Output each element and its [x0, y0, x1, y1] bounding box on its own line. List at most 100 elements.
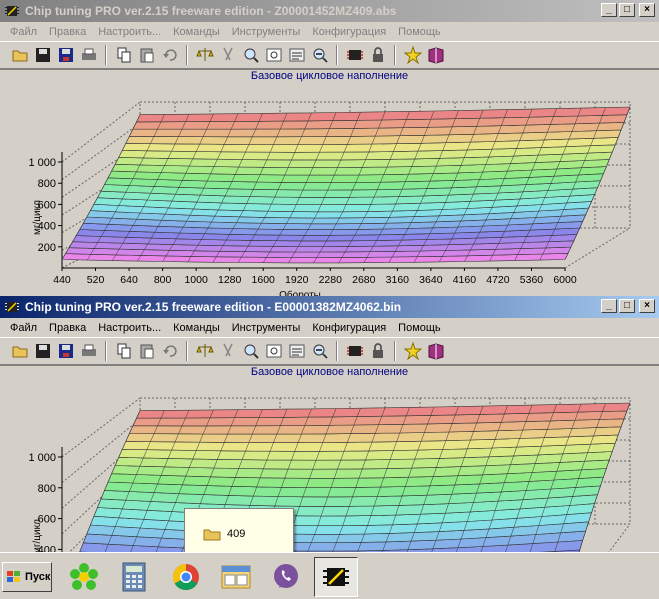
- lock-button[interactable]: [366, 44, 389, 66]
- taskbar-calculator[interactable]: [112, 557, 156, 597]
- taskbar-chip-tuning[interactable]: [314, 557, 358, 597]
- hex-view-button[interactable]: [285, 44, 308, 66]
- y-tick-label: 400: [38, 221, 56, 233]
- lock-button[interactable]: [366, 340, 389, 362]
- toolbar-separator: [105, 341, 107, 361]
- print-button[interactable]: [77, 340, 100, 362]
- y-tick-label: 1 000: [28, 452, 56, 464]
- menu-edit[interactable]: Правка: [49, 25, 87, 38]
- menu-file[interactable]: Файл: [10, 25, 38, 38]
- chip-app-icon: [5, 6, 19, 16]
- scissors-icon: [222, 343, 233, 357]
- help-book-button[interactable]: [424, 340, 447, 362]
- chart-panel[interactable]: Базовое цикловое наполнение 1 000 800 600 4…: [0, 69, 659, 296]
- taskbar-file-manager[interactable]: [214, 557, 258, 597]
- popup-label: 409: [227, 528, 246, 540]
- toolbar: [0, 41, 659, 69]
- zoom-icon: [244, 344, 259, 359]
- copy-icon: [117, 343, 130, 359]
- y-tick-label: 600: [38, 199, 56, 211]
- wizard-icon: [403, 46, 422, 64]
- x-tick-label: 1280: [218, 274, 242, 286]
- zoom-button[interactable]: [239, 44, 262, 66]
- search-table-button[interactable]: [262, 44, 285, 66]
- menu-tools[interactable]: Инструменты: [231, 321, 301, 334]
- menu-settings[interactable]: Настроить...: [98, 25, 162, 38]
- hex-view-button[interactable]: [285, 340, 308, 362]
- viber-icon: [274, 564, 298, 588]
- open-folder-button[interactable]: [8, 44, 31, 66]
- menu-bar: Файл Правка Настроить... Команды Инструм…: [0, 318, 659, 337]
- surface-mesh: [61, 106, 631, 264]
- minimize-button[interactable]: _: [601, 299, 617, 313]
- title-bar[interactable]: Chip tuning PRO ver.2.15 freeware editio…: [0, 0, 659, 22]
- maximize-button[interactable]: □: [619, 299, 635, 313]
- menu-file[interactable]: Файл: [10, 321, 38, 334]
- help-book-button[interactable]: [424, 44, 447, 66]
- open-folder-icon: [12, 50, 27, 62]
- maximize-button[interactable]: □: [619, 3, 635, 17]
- chip-tuning-window-1[interactable]: Chip tuning PRO ver.2.15 freeware editio…: [0, 0, 659, 296]
- menu-configuration[interactable]: Конфигурация: [312, 25, 387, 38]
- print-button[interactable]: [77, 44, 100, 66]
- close-button[interactable]: ×: [639, 299, 655, 313]
- start-label: Пуск: [25, 571, 51, 583]
- scissors-button[interactable]: [216, 44, 239, 66]
- start-button[interactable]: Пуск: [2, 562, 52, 592]
- paste-button[interactable]: [135, 340, 158, 362]
- menu-help[interactable]: Помощь: [398, 25, 441, 38]
- save-as-button[interactable]: [54, 44, 77, 66]
- compare-scales-button[interactable]: [193, 44, 216, 66]
- taskbar-icq[interactable]: [62, 557, 106, 597]
- x-tick-label: 800: [154, 274, 172, 286]
- copy-button[interactable]: [112, 340, 135, 362]
- paste-icon: [140, 48, 153, 63]
- scissors-icon: [222, 47, 233, 61]
- compare-scales-button[interactable]: [193, 340, 216, 362]
- paste-button[interactable]: [135, 44, 158, 66]
- copy-button[interactable]: [112, 44, 135, 66]
- zoom-out-button[interactable]: [308, 340, 331, 362]
- paste-icon: [140, 344, 153, 359]
- chip-tuning-window-2[interactable]: Chip tuning PRO ver.2.15 freeware editio…: [0, 296, 659, 552]
- chip-button[interactable]: [343, 44, 366, 66]
- zoom-out-button[interactable]: [308, 44, 331, 66]
- menu-tools[interactable]: Инструменты: [231, 25, 301, 38]
- save-button[interactable]: [31, 340, 54, 362]
- scissors-button[interactable]: [216, 340, 239, 362]
- toolbar-separator: [336, 45, 338, 65]
- help-book-icon: [428, 47, 443, 64]
- x-tick-label: 6000: [553, 274, 577, 286]
- x-tick-label: 3160: [386, 274, 410, 286]
- calculator-icon: [122, 562, 146, 592]
- search-table-button[interactable]: [262, 340, 285, 362]
- menu-configuration[interactable]: Конфигурация: [312, 321, 387, 334]
- taskbar-chrome[interactable]: [164, 557, 208, 597]
- undo-button[interactable]: [158, 340, 181, 362]
- menu-commands[interactable]: Команды: [173, 25, 220, 38]
- open-folder-button[interactable]: [8, 340, 31, 362]
- taskbar-viber[interactable]: [264, 557, 308, 597]
- menu-edit[interactable]: Правка: [49, 321, 87, 334]
- undo-icon: [162, 345, 177, 357]
- menu-commands[interactable]: Команды: [173, 321, 220, 334]
- zoom-button[interactable]: [239, 340, 262, 362]
- menu-settings[interactable]: Настроить...: [98, 321, 162, 334]
- chart-panel[interactable]: Базовое цикловое наполнение 1 000 800 600 4…: [0, 365, 659, 552]
- wizard-button[interactable]: [401, 340, 424, 362]
- taskbar-folder-popup[interactable]: 409: [184, 508, 294, 560]
- title-bar[interactable]: Chip tuning PRO ver.2.15 freeware editio…: [0, 296, 659, 318]
- save-as-button[interactable]: [54, 340, 77, 362]
- chip-button[interactable]: [343, 340, 366, 362]
- wizard-button[interactable]: [401, 44, 424, 66]
- undo-button[interactable]: [158, 44, 181, 66]
- menu-help[interactable]: Помощь: [398, 321, 441, 334]
- save-button[interactable]: [31, 44, 54, 66]
- close-button[interactable]: ×: [639, 3, 655, 17]
- help-book-icon: [428, 343, 443, 360]
- chip-app-icon: [5, 302, 19, 312]
- x-tick-label: 3640: [419, 274, 443, 286]
- minimize-button[interactable]: _: [601, 3, 617, 17]
